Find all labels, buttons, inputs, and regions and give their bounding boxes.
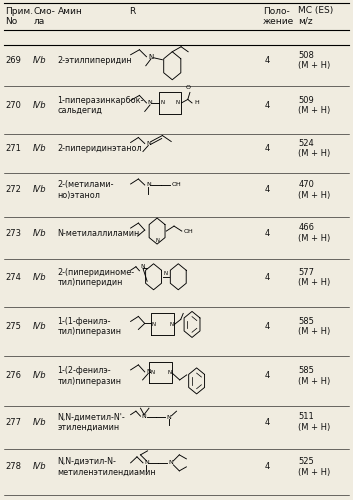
Text: 4: 4 [265,56,270,65]
Text: N,N-диметил-N'-
этилендиамин: N,N-диметил-N'- этилендиамин [58,412,125,432]
Text: N: N [160,100,164,105]
Text: N: N [166,414,171,420]
Text: N: N [144,460,149,466]
Text: IVb: IVb [33,56,47,65]
Text: N: N [142,414,146,418]
Text: N: N [146,141,151,146]
Text: 2-(метилами-
но)этанол: 2-(метилами- но)этанол [58,180,114,200]
Text: 4: 4 [265,372,270,380]
Text: N: N [146,370,150,374]
Text: N: N [149,54,154,60]
Text: N: N [148,100,152,105]
Text: IVb: IVb [33,186,47,194]
Text: OH: OH [172,182,181,188]
Text: O: O [186,86,191,90]
Text: 509
(M + H): 509 (M + H) [298,96,330,115]
Text: Поло-
жение: Поло- жение [263,6,294,26]
Text: 4: 4 [265,322,270,331]
Text: IVb: IVb [33,418,47,426]
Text: N: N [164,272,168,276]
Text: 269: 269 [5,56,21,65]
Text: 277: 277 [5,418,21,426]
Text: N,N-диэтил-N-
метиленэтилендиамин: N,N-диэтил-N- метиленэтилендиамин [58,457,156,476]
Text: N: N [146,182,151,188]
Text: OH: OH [183,228,193,234]
Text: 2-этилпиперидин: 2-этилпиперидин [58,56,132,65]
Text: 525
(M + H): 525 (M + H) [298,457,330,476]
Text: N-метилаллиламин: N-метилаллиламин [58,228,140,237]
Text: 4: 4 [265,186,270,194]
Text: 4: 4 [265,418,270,426]
Text: 2-пиперидинэтанол: 2-пиперидинэтанол [58,144,142,153]
Text: N: N [168,460,173,466]
Text: 4: 4 [265,101,270,110]
Text: 1-(2-фенилэ-
тил)пиперазин: 1-(2-фенилэ- тил)пиперазин [58,366,121,386]
Text: 2-(пиперидиноме-
тил)пиперидин: 2-(пиперидиноме- тил)пиперидин [58,268,134,287]
Text: N: N [152,322,156,327]
Text: IVb: IVb [33,322,47,331]
Text: 4: 4 [265,144,270,153]
Text: 508
(M + H): 508 (M + H) [298,51,330,70]
Text: 470
(M + H): 470 (M + H) [298,180,330,200]
Text: H: H [194,100,199,105]
Text: 1-(1-фенилэ-
тил)пиперазин: 1-(1-фенилэ- тил)пиперазин [58,316,121,336]
Text: 524
(M + H): 524 (M + H) [298,139,330,158]
Text: Амин: Амин [58,6,83,16]
Text: 4: 4 [265,274,270,282]
Text: 466
(M + H): 466 (M + H) [298,224,330,243]
Text: N: N [155,238,159,242]
Text: 1-пиперазинкарбок-
сальдегид: 1-пиперазинкарбок- сальдегид [58,96,144,115]
Text: 585
(M + H): 585 (M + H) [298,366,330,386]
Text: 577
(M + H): 577 (M + H) [298,268,330,287]
Text: 275: 275 [5,322,21,331]
Text: 4: 4 [265,228,270,237]
Text: МС (ES)
м/z: МС (ES) м/z [298,6,334,26]
Text: 511
(M + H): 511 (M + H) [298,412,330,432]
Text: 4: 4 [265,462,270,471]
Text: N: N [169,322,174,327]
Text: N: N [176,100,180,105]
Text: 271: 271 [5,144,21,153]
Text: IVb: IVb [33,372,47,380]
Text: N: N [141,264,145,270]
Text: IVb: IVb [33,228,47,237]
Text: 273: 273 [5,228,21,237]
Text: 272: 272 [5,186,21,194]
Text: Смо-
ла: Смо- ла [34,6,55,26]
Text: IVb: IVb [33,274,47,282]
Text: N: N [150,370,154,376]
Text: R: R [129,6,135,16]
Text: 276: 276 [5,372,21,380]
Text: IVb: IVb [33,462,47,471]
Text: Прим.
No: Прим. No [5,6,34,26]
Text: 270: 270 [5,101,21,110]
Text: IVb: IVb [33,101,47,110]
Text: 278: 278 [5,462,21,471]
Text: IVb: IVb [33,144,47,153]
Text: 274: 274 [5,274,21,282]
Text: N: N [167,370,171,376]
Text: 585
(M + H): 585 (M + H) [298,316,330,336]
